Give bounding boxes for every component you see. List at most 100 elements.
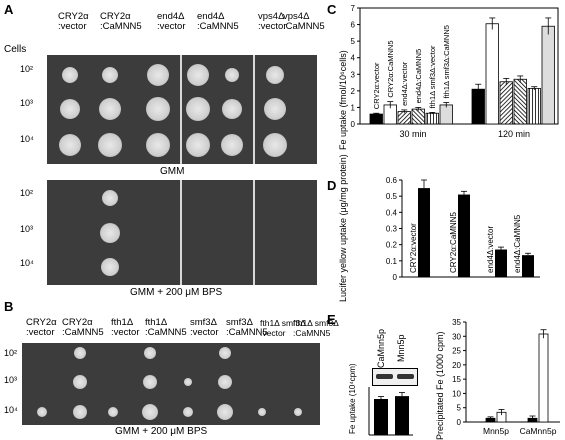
colony-spot — [98, 133, 122, 157]
plate-b — [22, 343, 320, 425]
y-tick-label: 2 — [351, 87, 356, 96]
colony-spot — [266, 66, 284, 84]
dilution-label: 10² — [20, 188, 34, 198]
dilution-label: 10³ — [20, 224, 34, 234]
dilution-label: 10³ — [20, 98, 34, 108]
dilution-label: 10⁴ — [20, 134, 34, 144]
dilution-label: 10⁴ — [4, 405, 18, 415]
panel-letter-c: C — [327, 2, 337, 17]
caption-gmm: GMM — [160, 166, 185, 177]
colony-spot — [74, 347, 86, 359]
panel-letter-d: D — [327, 178, 337, 193]
strain-label: smf3Δ:vector — [190, 317, 219, 338]
chart-d: 0 0.1 0.2 0.3 0.4 0.5 0.6 CRY2α:vector CRY2α:CaM… — [386, 176, 540, 282]
colony-spot — [60, 99, 80, 119]
bar — [495, 249, 507, 277]
colony-spot — [187, 64, 209, 86]
dilution-label: 10² — [4, 348, 18, 358]
plate-divider — [253, 55, 255, 164]
plate-divider — [180, 55, 182, 164]
y-tick-label: 0.1 — [386, 257, 398, 266]
y-tick-label: 4 — [351, 54, 356, 63]
colony-spot — [218, 375, 232, 389]
bar — [527, 87, 541, 125]
plate-bps — [47, 180, 317, 285]
colony-spot — [100, 223, 120, 243]
colony-spot — [102, 67, 118, 83]
strain-label: CRY2α:CaMNN5 — [62, 317, 104, 338]
category-label: CaMnn5p — [520, 426, 557, 436]
y-tick-label: 0 — [393, 273, 398, 282]
dilution-label: 10⁴ — [20, 258, 34, 268]
y-tick-label: 0.2 — [386, 241, 398, 250]
series-label: fth1Δ smf3Δ:vector — [428, 45, 437, 108]
colony-spot — [99, 98, 121, 120]
colony-spot — [102, 190, 118, 206]
strain-label: CRY2α:CaMNN5 — [100, 11, 142, 32]
colony-spot — [73, 405, 87, 419]
bar — [499, 81, 513, 125]
bar — [485, 23, 499, 125]
western-blot — [372, 368, 418, 386]
colony-spot — [258, 408, 266, 416]
dilution-label: 10² — [20, 64, 34, 74]
y-tick-label: 3 — [351, 70, 356, 79]
y-tick-label: 0.3 — [386, 225, 398, 234]
y-tick-label: 20 — [452, 361, 461, 370]
y-tick-label: 5 — [457, 404, 462, 413]
category-label: end4Δ:vector — [486, 226, 495, 273]
colony-spot — [101, 258, 119, 276]
strain-label: fth1Δ:CaMNN5 — [145, 317, 187, 338]
y-tick-label: 10 — [452, 389, 461, 398]
strain-label: vps4Δ:vector — [258, 11, 287, 32]
series-label: fth1Δ smf3Δ:CaMNN5 — [442, 25, 451, 98]
series-label: CRY2α:CaMNN5 — [386, 40, 395, 97]
strain-label: end4Δ:CaMNN5 — [197, 11, 239, 32]
y-tick-label: 30 — [452, 332, 461, 341]
y-tick-label: 6 — [351, 21, 356, 30]
series-label: end4Δ:CaMNN5 — [414, 49, 423, 104]
strain-label: end4Δ:vector — [157, 11, 186, 32]
colony-spot — [143, 375, 157, 389]
colony-spot — [184, 378, 192, 386]
colony-spot — [225, 68, 239, 82]
y-tick-label: 25 — [452, 347, 461, 356]
bar — [397, 111, 411, 125]
colony-spot — [186, 133, 210, 157]
caption-b: GMM + 200 μM BPS — [115, 426, 208, 437]
colony-spot — [263, 133, 287, 157]
bar — [458, 194, 470, 277]
caption-bps: GMM + 200 μM BPS — [130, 287, 223, 298]
group-label: 120 min — [498, 129, 530, 139]
strain-label: fth1Δ smf3Δ:vector — [260, 318, 306, 338]
category-label: CRY2α:vector — [409, 223, 418, 273]
colony-spot — [221, 134, 243, 156]
blot-band — [397, 374, 414, 379]
bar — [522, 255, 534, 277]
colony-spot — [146, 133, 170, 157]
y-tick-label: 0.6 — [386, 176, 398, 185]
y-tick-label: 15 — [452, 375, 461, 384]
colony-spot — [62, 67, 78, 83]
bar — [538, 333, 549, 423]
category-label: CRY2α:CaMNN5 — [449, 212, 458, 273]
y-tick-label: 0.4 — [386, 208, 398, 217]
colony-spot — [59, 134, 81, 156]
category-label: Mnn5p — [483, 426, 509, 436]
series-label: CRY2α:vector — [372, 62, 381, 109]
strain-label: fth1Δ smf3Δ:CaMNN5 — [293, 318, 339, 338]
strain-label: fth1Δ:vector — [111, 317, 140, 338]
colony-spot — [142, 404, 158, 420]
strain-label: vps4Δ:CaMNN5 — [283, 11, 325, 32]
blot-band — [376, 374, 393, 379]
colony-spot — [264, 98, 286, 120]
strain-label: smf3Δ:CaMNN5 — [226, 317, 268, 338]
bar — [513, 78, 527, 125]
y-tick-label: 1 — [351, 103, 356, 112]
group-label: 30 min — [399, 129, 426, 139]
bar — [471, 88, 485, 125]
chart-e-right: 0 5 10 15 20 25 30 35 Mnn5p CaMnn5p — [452, 318, 560, 436]
panel-letter-b: B — [4, 299, 14, 314]
plot-frame — [359, 7, 559, 125]
bar — [425, 112, 439, 125]
